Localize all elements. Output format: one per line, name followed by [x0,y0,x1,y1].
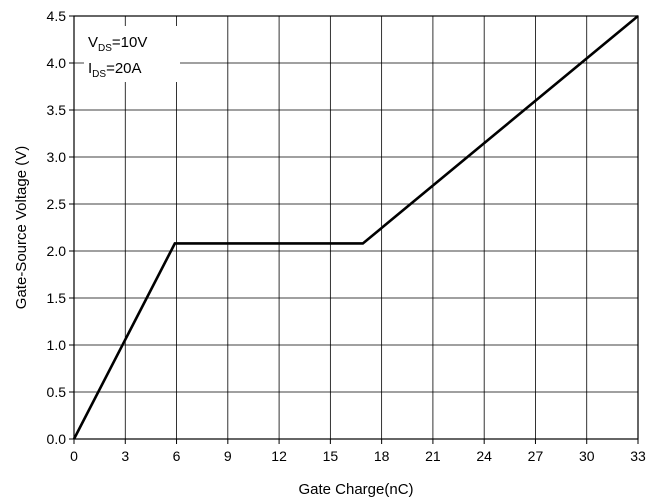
x-tick-label: 30 [579,448,595,464]
y-tick-label: 1.5 [47,290,67,306]
x-tick-label: 33 [630,448,646,464]
x-tick-label: 6 [173,448,181,464]
x-tick-label: 15 [323,448,339,464]
y-tick-label: 3.5 [47,102,67,118]
y-tick-label: 0.0 [47,431,67,447]
y-tick-label: 2.5 [47,196,67,212]
y-tick-label: 1.0 [47,337,67,353]
y-axis-ticks: 0.0 0.5 1.0 1.5 2.0 2.5 3.0 3.5 4.0 4.5 [47,8,74,447]
gate-charge-curve [72,14,639,440]
x-tick-label: 27 [528,448,544,464]
y-axis-label: Gate-Source Voltage (V) [13,146,30,309]
ids-annotation: IDS=20A [88,60,142,80]
plot-frame [73,15,639,440]
x-tick-label: 21 [425,448,441,464]
y-tick-label: 2.0 [47,243,67,259]
y-tick-label: 3.0 [47,149,67,165]
x-tick-label: 0 [70,448,78,464]
x-tick-label: 3 [121,448,129,464]
annotation-box [84,26,180,82]
annotation-layer: VDS=10V IDS=20A [84,26,180,82]
x-axis-ticks: 0 3 6 9 12 15 18 21 24 27 30 33 [70,439,646,464]
x-tick-label: 12 [271,448,287,464]
x-tick-label: 18 [374,448,390,464]
x-tick-label: 9 [224,448,232,464]
x-tick-label: 24 [476,448,492,464]
x-axis-label: Gate Charge(nC) [298,481,413,498]
y-tick-label: 4.5 [47,8,67,24]
vds-annotation: VDS=10V [88,34,147,54]
y-tick-label: 0.5 [47,384,67,400]
series-layer [72,14,639,440]
y-tick-label: 4.0 [47,55,67,71]
